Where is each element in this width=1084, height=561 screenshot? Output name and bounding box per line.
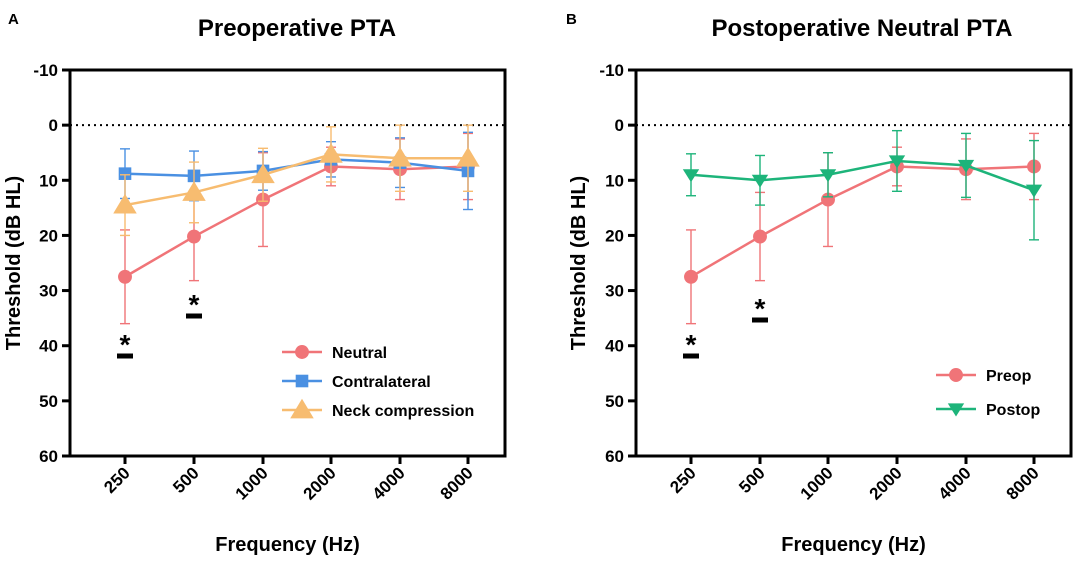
data-point	[319, 143, 343, 163]
panel-a: A Preoperative PTA -10 0 10 20 30 40 50 60 250 500 1…	[3, 11, 507, 556]
y-axis-title: Threshold (dB HL)	[568, 176, 590, 350]
data-point	[1025, 184, 1043, 198]
legend-label: Preop	[986, 368, 1032, 385]
x-axis-title: Frequency (Hz)	[215, 534, 359, 556]
panel-letter: B	[566, 11, 577, 28]
y-tick-label: 10	[39, 171, 58, 190]
data-point	[819, 169, 837, 183]
y-tick-label: -10	[33, 61, 58, 80]
plot-frame	[634, 68, 1073, 458]
data-point	[187, 229, 201, 244]
legend-marker	[295, 374, 309, 388]
legend-label: Contralateral	[332, 374, 431, 391]
data-point	[888, 155, 906, 169]
y-tick-label: 40	[605, 337, 624, 356]
y-tick-label: -10	[599, 61, 624, 80]
series-line	[124, 165, 469, 278]
y-tick-label: 50	[39, 392, 58, 411]
y-tick-label: 30	[39, 282, 58, 301]
panel-letter: A	[8, 11, 19, 28]
series-contralateral	[118, 131, 475, 211]
plot-frame	[68, 68, 507, 458]
legend-marker	[290, 398, 314, 419]
x-tick-label: 2000	[300, 463, 340, 503]
legend-label: Neutral	[332, 345, 387, 362]
data-point	[388, 147, 412, 167]
x-tick-label: 250	[666, 463, 699, 496]
legend-marker	[295, 345, 309, 359]
data-point	[753, 229, 767, 244]
series-neck-compression	[113, 124, 480, 237]
legend-label: Neck compression	[332, 403, 474, 420]
y-tick-label: 60	[605, 447, 624, 466]
x-tick-label: 500	[735, 463, 768, 496]
data-point	[957, 159, 975, 173]
x-tick-label: 8000	[437, 463, 477, 503]
x-tick-label: 1000	[797, 463, 837, 503]
x-tick-label: 500	[169, 463, 202, 496]
y-axis-title: Threshold (dB HL)	[3, 176, 25, 350]
legend: Neutral Contralateral Neck compression	[282, 345, 474, 420]
series-line	[690, 159, 1035, 192]
y-tick-label: 60	[39, 447, 58, 466]
x-tick-label: 250	[100, 463, 133, 496]
significance-star: *	[686, 329, 697, 360]
significance-star: *	[120, 329, 131, 360]
series-line	[124, 153, 468, 207]
x-tick-label: 1000	[232, 463, 272, 503]
significance-star: *	[189, 289, 200, 320]
x-axis-title: Frequency (Hz)	[781, 534, 925, 556]
data-point	[251, 163, 275, 184]
x-tick-label: 4000	[369, 463, 409, 503]
data-point	[118, 269, 132, 284]
legend-marker	[949, 368, 963, 382]
series-line	[690, 165, 1035, 278]
x-tick-label: 4000	[935, 463, 975, 503]
y-tick-label: 0	[49, 116, 58, 135]
y-tick-label: 0	[615, 116, 624, 135]
data-point	[821, 192, 835, 207]
y-tick-label: 20	[605, 226, 624, 245]
y-tick-label: 10	[605, 171, 624, 190]
series-neutral	[118, 132, 475, 325]
legend-label: Postop	[986, 402, 1040, 419]
legend-marker	[947, 403, 965, 417]
data-point	[113, 193, 137, 214]
data-point	[456, 147, 480, 167]
chart-title: Postoperative Neutral PTA	[712, 15, 1013, 42]
x-tick-label: 8000	[1003, 463, 1043, 503]
data-point	[684, 269, 698, 284]
series-postop	[682, 129, 1043, 241]
data-point	[682, 169, 700, 183]
data-point	[182, 181, 206, 201]
data-point	[751, 174, 769, 188]
legend: Preop Postop	[936, 368, 1040, 419]
y-tick-label: 40	[39, 337, 58, 356]
y-tick-label: 50	[605, 392, 624, 411]
y-tick-label: 20	[39, 226, 58, 245]
panel-b: B Postoperative Neutral PTA -10 0 10 20 30 40 50…	[566, 11, 1073, 556]
significance-star: *	[755, 293, 766, 324]
x-tick-label: 2000	[866, 463, 906, 503]
chart-title: Preoperative PTA	[198, 15, 396, 42]
y-tick-label: 30	[605, 282, 624, 301]
data-point	[118, 167, 132, 180]
series-preop	[684, 132, 1041, 325]
